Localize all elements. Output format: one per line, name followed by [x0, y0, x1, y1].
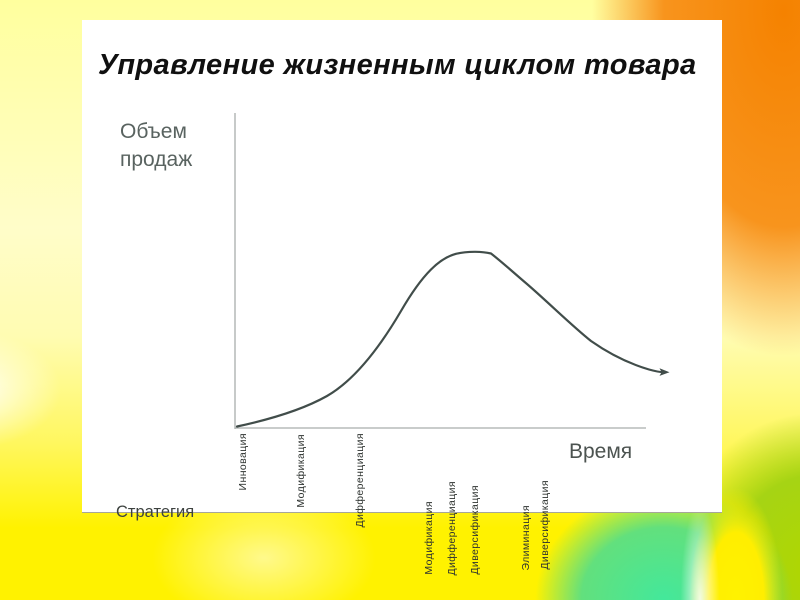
- x-tick-elimination-diversification: Элиминация Диверсификация: [520, 480, 551, 570]
- x-tick-modification-differentiation-diversification: Модификация Дифференциация Диверсификаци…: [423, 481, 481, 575]
- x-tick-differentiation: Дифференциация: [354, 433, 366, 527]
- x-tick-label: Модификация: [423, 501, 435, 575]
- x-tick-label: Элиминация: [520, 504, 532, 570]
- x-tick-label: Инновация: [237, 433, 249, 491]
- x-tick-label: Дифференциация: [446, 480, 459, 575]
- x-tick-innovation: Инновация: [237, 433, 249, 490]
- x-tick-label: Диверсификация: [539, 480, 552, 570]
- x-tick-label: Модификация: [295, 434, 307, 508]
- slide-title: Управление жизненным циклом товара: [98, 49, 697, 81]
- strategy-row-label: Стратегия: [116, 503, 195, 521]
- x-axis-label: Время: [569, 440, 633, 463]
- x-tick-label: Диверсификация: [469, 485, 482, 575]
- x-tick-label: Дифференциация: [354, 433, 366, 528]
- y-axis-label: Объем продаж: [120, 120, 193, 171]
- x-tick-modification: Модификация: [295, 434, 307, 508]
